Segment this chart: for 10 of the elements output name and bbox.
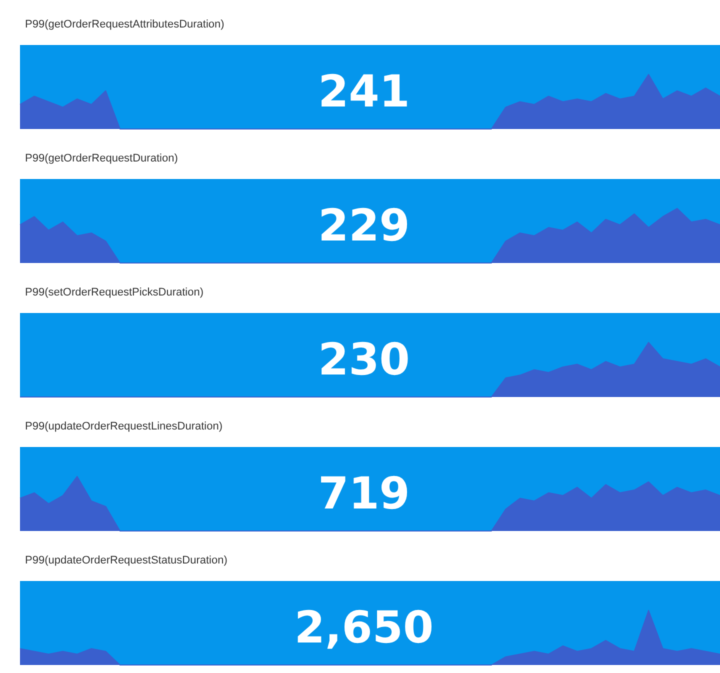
annotation: 230: [318, 334, 410, 386]
annotation: 2,650: [294, 602, 434, 654]
chart-title: P99(getOrderRequestAttributesDuration): [25, 18, 224, 30]
annotation: 241: [318, 66, 410, 118]
chart-title: P99(setOrderRequestPicksDuration): [25, 286, 204, 298]
chart-title: P99(getOrderRequestDuration): [25, 152, 178, 164]
annotation: 229: [318, 200, 410, 252]
chart-title: P99(updateOrderRequestLinesDuration): [25, 420, 223, 432]
annotation: 719: [318, 468, 410, 520]
chart-title: P99(updateOrderRequestStatusDuration): [25, 554, 228, 566]
